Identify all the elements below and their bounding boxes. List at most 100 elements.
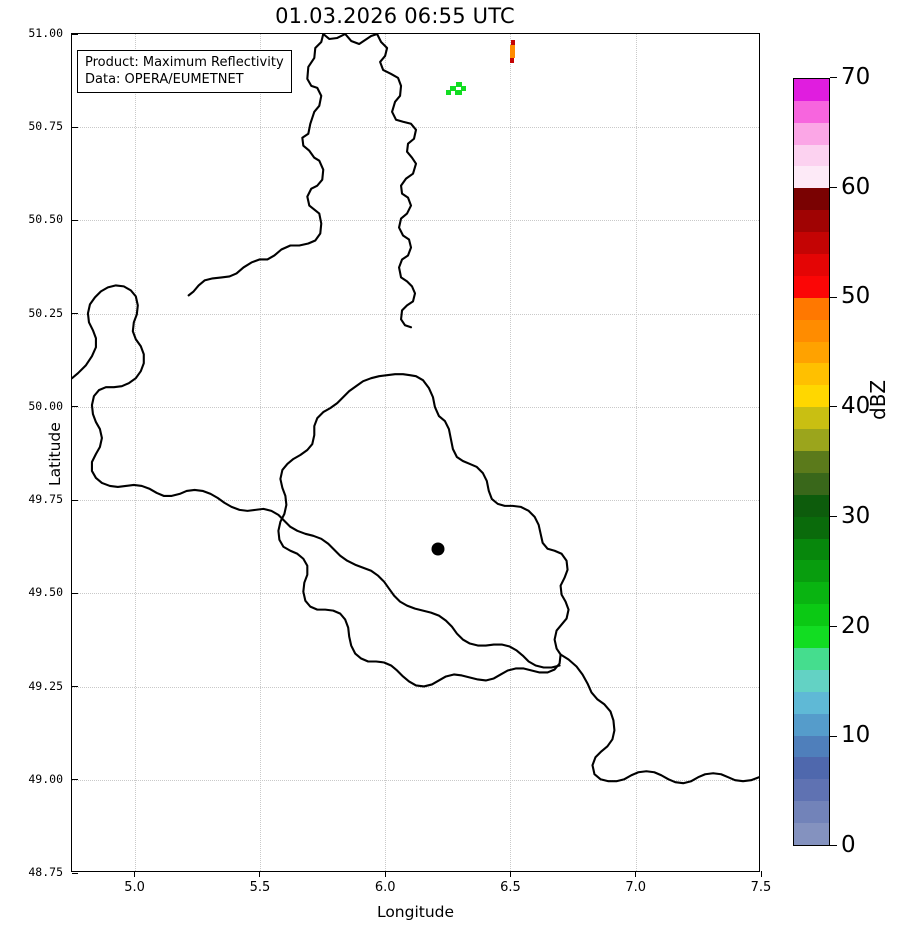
colorbar-band [794,253,829,276]
colorbar-tick-label: 70 [841,64,871,90]
colorbar-band [794,341,829,364]
x-tick-mark [509,871,511,877]
colorbar-band [794,626,829,648]
colorbar-band [794,297,829,320]
product-info-box: Product: Maximum Reflectivity Data: OPER… [77,50,292,94]
colorbar-tick-label: 60 [841,173,871,200]
y-tick-mark [72,779,78,781]
x-tick-mark [635,871,637,877]
radar-echo-pixel [446,90,452,96]
colorbar-band [794,516,829,539]
gridline-horizontal [72,313,759,315]
colorbar-tick-label: 0 [841,832,856,858]
radar-echo-pixel [510,51,516,59]
city-marker-luxembourg-city [431,542,445,556]
border-north-de [376,34,418,329]
x-tick-label: 7.0 [625,880,647,895]
gridline-vertical [385,34,387,871]
colorbar-band [794,166,829,189]
y-tick-mark [72,406,78,408]
y-tick-label: 49.25 [28,678,63,693]
colorbar-band [794,319,829,342]
colorbar-band [794,144,829,167]
colorbar-tick-label: 20 [841,612,871,639]
border-north-top [322,34,347,41]
x-tick-mark [134,871,136,877]
y-tick-mark [72,313,78,315]
product-line: Product: Maximum Reflectivity [85,55,284,70]
colorbar-band [794,582,829,605]
y-tick-label: 50.25 [28,305,63,320]
x-tick-label: 6.5 [500,880,521,895]
border-luxembourg [277,373,570,688]
colorbar-band [794,735,829,758]
y-tick-mark [72,499,78,501]
y-tick-label: 50.00 [28,398,63,413]
border-north-center [344,34,379,46]
colorbar-tick-mark [830,187,837,189]
gridline-vertical [259,34,261,871]
map-plot-inner [72,34,759,871]
gridline-horizontal [72,500,759,502]
colorbar-band [794,801,829,824]
y-tick-label: 50.50 [28,212,63,227]
colorbar-tick-mark [830,516,837,518]
x-axis-label: Longitude [376,903,455,921]
colorbar-band [794,232,829,254]
colorbar-tick-mark [830,296,837,298]
colorbar-tick-label: 50 [841,283,871,310]
gridline-horizontal [72,686,759,688]
gridline-horizontal [72,220,759,222]
border-east-de [559,653,759,785]
colorbar-band [794,779,829,802]
colorbar-band [794,78,829,101]
colorbar-tick-mark [830,625,837,627]
country-borders-map [72,34,759,871]
gridline-horizontal [72,779,759,781]
x-tick-label: 5.5 [249,880,271,895]
colorbar-band [794,560,829,583]
y-tick-mark [72,219,78,221]
border-belgium-west [72,284,561,669]
colorbar-band [794,757,829,780]
colorbar-band [794,188,829,211]
x-tick-mark [259,871,261,877]
colorbar: 0 10 20 30 40 50 60 70 [793,64,870,858]
data-source-line: Data: OPERA/EUMETNET [85,72,244,88]
colorbar-gradient [793,78,830,846]
y-tick-label: 49.00 [28,771,63,786]
x-tick-label: 5.0 [124,880,145,895]
colorbar-band [794,713,829,736]
colorbar-tick-mark [830,845,837,847]
colorbar-band [794,429,829,451]
gridline-vertical [635,34,637,871]
colorbar-tick-label: 30 [841,502,871,529]
radar-echo-pixel [461,86,467,92]
borders-svg [72,34,759,785]
colorbar-band [794,407,829,430]
colorbar-label: dBZ [866,379,890,420]
y-tick-mark [72,592,78,594]
colorbar-band [794,823,829,845]
map-plot-area: 48.75 49.00 49.25 49.50 49.75 50.00 50.25 50.50… [28,26,771,895]
gridline-horizontal [72,406,759,408]
y-tick-mark [72,126,78,128]
gridline-vertical [510,34,512,871]
border-north-west [187,34,325,297]
colorbar-tick-mark [830,406,837,408]
y-tick-mark [72,33,78,35]
colorbar-band [794,385,829,408]
colorbar-tick-mark [830,735,837,737]
y-tick-label: 48.75 [28,865,63,879]
colorbar-band [794,100,829,123]
colorbar-band [794,122,829,145]
x-tick-mark [760,871,762,877]
x-tick-mark [384,871,386,877]
colorbar-tick-label: 40 [841,393,871,420]
radar-echo-pixel [456,82,463,88]
y-tick-mark [72,872,78,874]
colorbar-band [794,538,829,561]
y-tick-mark [72,686,78,688]
radar-echo-pixel [511,40,516,46]
